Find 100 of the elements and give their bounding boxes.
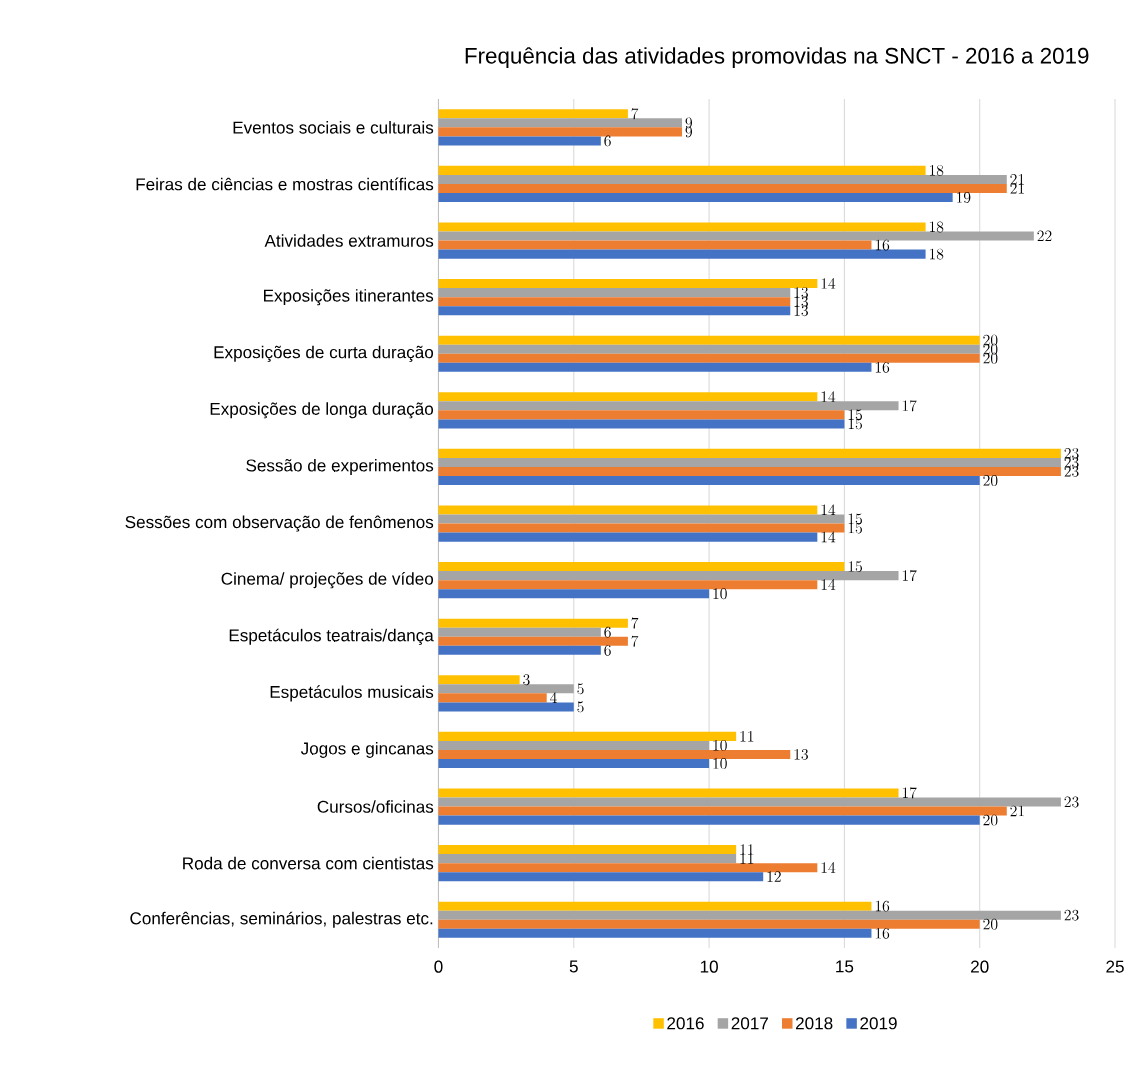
data-label: 11 bbox=[740, 844, 754, 855]
y-tick-label: Jogos e gincanas bbox=[300, 741, 434, 758]
data-label: 17 bbox=[902, 569, 917, 581]
bar bbox=[438, 392, 818, 402]
data-label: 3 bbox=[523, 674, 530, 686]
bar bbox=[438, 231, 1034, 241]
data-label: 20 bbox=[983, 918, 998, 930]
bar bbox=[438, 919, 980, 929]
bar bbox=[438, 353, 980, 363]
data-label: 17 bbox=[902, 787, 917, 799]
data-label: 14 bbox=[821, 277, 836, 289]
data-label: 11 bbox=[740, 853, 754, 864]
data-label: 5 bbox=[577, 701, 584, 713]
data-label: 11 bbox=[740, 730, 754, 742]
bar bbox=[438, 523, 845, 533]
data-label: 13 bbox=[794, 305, 808, 317]
y-tick-label: Exposições de curta duração bbox=[214, 345, 434, 362]
bar bbox=[438, 872, 764, 882]
y-tick-label: Cinema/ projeções de vídeo bbox=[221, 571, 434, 589]
x-tick-label: 25 bbox=[1106, 960, 1124, 973]
bar bbox=[438, 740, 710, 750]
bar bbox=[438, 288, 791, 298]
bar bbox=[438, 693, 547, 703]
bar bbox=[438, 306, 791, 316]
bar bbox=[438, 222, 926, 232]
data-label: 20 bbox=[983, 475, 998, 486]
data-label: 18 bbox=[929, 221, 944, 233]
bar bbox=[438, 863, 818, 873]
data-label: 23 bbox=[1064, 465, 1079, 477]
bar bbox=[438, 928, 872, 938]
bar bbox=[438, 505, 818, 515]
data-label: 16 bbox=[875, 927, 890, 939]
data-label: 6 bbox=[604, 135, 611, 147]
data-label: 10 bbox=[713, 758, 727, 769]
data-label: 5 bbox=[577, 683, 584, 695]
bar bbox=[438, 561, 845, 572]
bar bbox=[438, 636, 628, 646]
bar bbox=[438, 448, 1061, 458]
x-tick-label: 0 bbox=[434, 960, 443, 973]
data-label: 14 bbox=[821, 504, 836, 515]
y-tick-label: Atividades extramuros bbox=[264, 234, 434, 247]
bar bbox=[438, 362, 872, 372]
legend-label: 2018 bbox=[795, 1017, 833, 1030]
data-label: 7 bbox=[631, 108, 639, 120]
data-label: 15 bbox=[848, 561, 862, 572]
y-tick-label: Roda de conversa com cientistas bbox=[183, 856, 434, 870]
y-tick-label: Exposições itinerantes bbox=[264, 289, 434, 306]
y-tick-label: Espetáculos teatrais/dança bbox=[229, 628, 434, 645]
data-label: 23 bbox=[1064, 909, 1079, 921]
bar bbox=[438, 854, 737, 864]
bar bbox=[438, 278, 818, 289]
bar bbox=[438, 165, 926, 175]
data-label: 16 bbox=[875, 361, 890, 373]
bar bbox=[438, 571, 899, 581]
bar bbox=[438, 910, 1061, 920]
legend-label: 2016 bbox=[667, 1017, 704, 1030]
data-label: 23 bbox=[1064, 447, 1079, 459]
bar bbox=[438, 457, 1061, 467]
data-label: 10 bbox=[713, 588, 727, 600]
bar bbox=[438, 335, 980, 345]
data-label: 16 bbox=[875, 900, 890, 912]
bar bbox=[438, 806, 1007, 816]
data-label: 15 bbox=[848, 522, 862, 534]
data-label: 6 bbox=[604, 626, 611, 638]
y-tick-label: Exposições de longa duração bbox=[210, 402, 434, 419]
bar bbox=[438, 136, 601, 146]
data-label: 12 bbox=[767, 871, 781, 882]
bar bbox=[438, 192, 953, 202]
data-label: 13 bbox=[794, 748, 808, 760]
bar bbox=[438, 249, 926, 259]
data-label: 23 bbox=[1064, 796, 1079, 808]
y-tick-label: Feiras de ciências e mostras científicas bbox=[136, 177, 434, 191]
legend-label: 2017 bbox=[731, 1017, 768, 1030]
y-tick-label: Cursos/oficinas bbox=[317, 800, 434, 813]
data-label: 13 bbox=[794, 296, 808, 308]
data-label: 18 bbox=[929, 164, 944, 176]
bar bbox=[438, 901, 872, 911]
bar bbox=[438, 788, 899, 798]
data-label: 4 bbox=[550, 692, 557, 703]
bar bbox=[438, 731, 737, 741]
data-label: 14 bbox=[821, 391, 836, 402]
bar bbox=[438, 645, 601, 655]
y-tick-label: Sessão de experimentos bbox=[246, 458, 434, 475]
bar bbox=[438, 580, 818, 590]
data-label: 17 bbox=[902, 400, 917, 412]
data-label: 21 bbox=[1010, 182, 1024, 194]
y-tick-label: Eventos sociais e culturais bbox=[233, 120, 434, 134]
data-label: 19 bbox=[956, 192, 971, 203]
legend-label: 2019 bbox=[860, 1017, 897, 1030]
data-label: 14 bbox=[821, 531, 836, 543]
bar bbox=[438, 127, 683, 137]
data-label: 21 bbox=[1010, 173, 1024, 185]
bar bbox=[438, 749, 791, 759]
data-label: 15 bbox=[848, 513, 862, 525]
bar bbox=[438, 627, 601, 637]
bar bbox=[438, 675, 520, 685]
bar bbox=[438, 684, 574, 694]
bar bbox=[438, 344, 980, 354]
bar bbox=[438, 419, 845, 429]
bar bbox=[438, 410, 845, 420]
